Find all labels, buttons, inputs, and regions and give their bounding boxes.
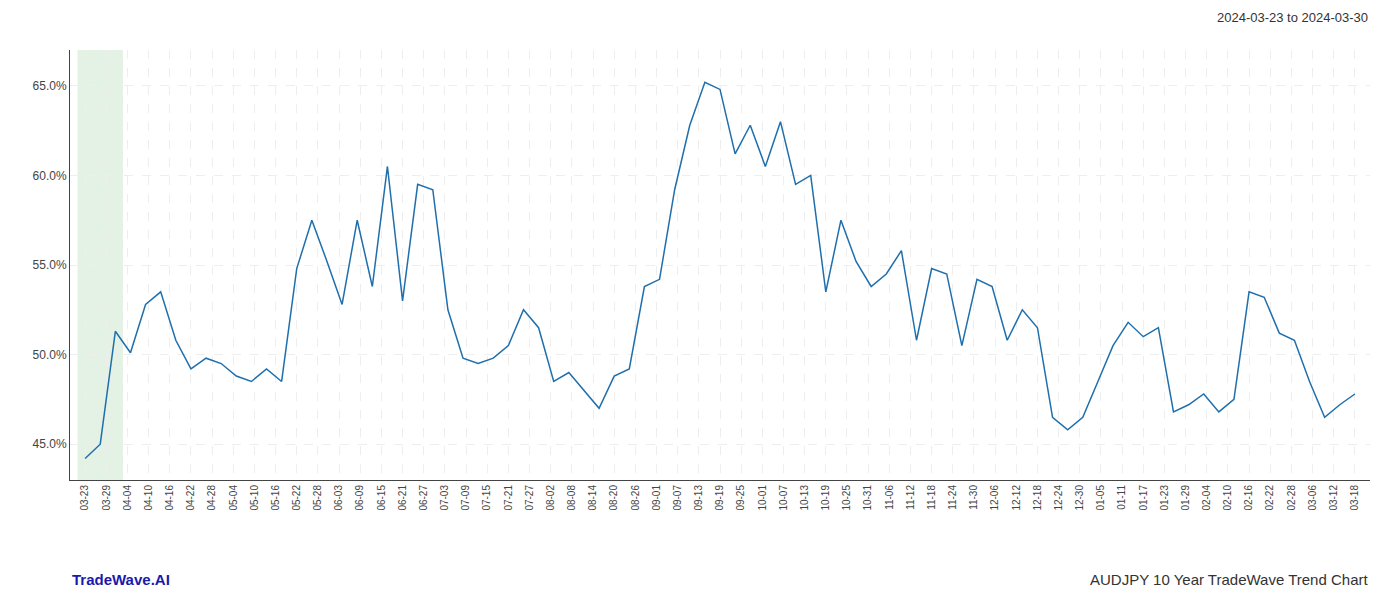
svg-text:01-17: 01-17 xyxy=(1138,485,1149,511)
svg-text:10-19: 10-19 xyxy=(820,485,831,511)
svg-text:60.0%: 60.0% xyxy=(33,169,67,183)
svg-text:TradeWave.AI: TradeWave.AI xyxy=(72,571,170,588)
svg-text:02-04: 02-04 xyxy=(1201,485,1212,511)
svg-text:50.0%: 50.0% xyxy=(33,348,67,362)
svg-text:04-16: 04-16 xyxy=(164,485,175,511)
svg-text:08-14: 08-14 xyxy=(587,485,598,511)
svg-text:11-24: 11-24 xyxy=(947,485,958,510)
svg-text:10-13: 10-13 xyxy=(799,485,810,511)
svg-text:04-28: 04-28 xyxy=(206,485,217,511)
svg-text:09-01: 09-01 xyxy=(651,485,662,511)
svg-text:12-18: 12-18 xyxy=(1032,485,1043,511)
svg-text:03-29: 03-29 xyxy=(101,485,112,511)
svg-text:08-26: 08-26 xyxy=(630,485,641,511)
svg-text:01-29: 01-29 xyxy=(1180,485,1191,511)
svg-text:08-08: 08-08 xyxy=(566,485,577,511)
svg-text:03-06: 03-06 xyxy=(1307,485,1318,511)
svg-text:05-22: 05-22 xyxy=(291,485,302,511)
svg-text:06-15: 06-15 xyxy=(376,485,387,511)
svg-text:12-24: 12-24 xyxy=(1053,485,1064,511)
svg-text:06-03: 06-03 xyxy=(333,485,344,511)
svg-text:09-25: 09-25 xyxy=(735,485,746,511)
svg-text:01-23: 01-23 xyxy=(1159,485,1170,511)
svg-text:03-23: 03-23 xyxy=(79,485,90,511)
svg-text:2024-03-23 to 2024-03-30: 2024-03-23 to 2024-03-30 xyxy=(1217,10,1368,25)
svg-text:12-06: 12-06 xyxy=(989,485,1000,511)
svg-text:05-16: 05-16 xyxy=(270,485,281,511)
svg-text:04-10: 04-10 xyxy=(143,485,154,511)
svg-text:09-19: 09-19 xyxy=(714,485,725,511)
svg-text:02-10: 02-10 xyxy=(1222,485,1233,511)
svg-text:10-25: 10-25 xyxy=(841,485,852,511)
svg-text:06-21: 06-21 xyxy=(397,485,408,511)
svg-text:12-30: 12-30 xyxy=(1074,485,1085,511)
svg-text:02-16: 02-16 xyxy=(1243,485,1254,511)
svg-text:11-30: 11-30 xyxy=(968,485,979,510)
svg-text:12-12: 12-12 xyxy=(1011,485,1022,511)
svg-text:11-06: 11-06 xyxy=(884,485,895,510)
svg-text:10-07: 10-07 xyxy=(778,485,789,511)
svg-text:04-22: 04-22 xyxy=(185,485,196,511)
svg-text:45.0%: 45.0% xyxy=(33,437,67,451)
svg-text:10-31: 10-31 xyxy=(862,485,873,511)
svg-text:03-12: 03-12 xyxy=(1328,485,1339,511)
svg-text:02-28: 02-28 xyxy=(1286,485,1297,511)
svg-text:04-04: 04-04 xyxy=(122,485,133,511)
svg-text:07-27: 07-27 xyxy=(524,485,535,511)
svg-text:08-20: 08-20 xyxy=(608,485,619,511)
svg-text:07-15: 07-15 xyxy=(481,485,492,511)
svg-text:07-03: 07-03 xyxy=(439,485,450,511)
svg-text:01-05: 01-05 xyxy=(1095,485,1106,511)
svg-text:03-18: 03-18 xyxy=(1349,485,1360,511)
svg-text:07-21: 07-21 xyxy=(503,485,514,511)
svg-text:08-02: 08-02 xyxy=(545,485,556,511)
svg-text:11-12: 11-12 xyxy=(905,485,916,510)
svg-text:65.0%: 65.0% xyxy=(33,79,67,93)
svg-text:06-09: 06-09 xyxy=(354,485,365,511)
svg-text:05-28: 05-28 xyxy=(312,485,323,511)
svg-text:10-01: 10-01 xyxy=(757,485,768,511)
svg-text:05-10: 05-10 xyxy=(249,485,260,511)
svg-text:02-22: 02-22 xyxy=(1264,485,1275,511)
svg-text:01-11: 01-11 xyxy=(1116,485,1127,510)
svg-text:AUDJPY 10 Year TradeWave Trend: AUDJPY 10 Year TradeWave Trend Chart xyxy=(1090,571,1368,588)
svg-text:07-09: 07-09 xyxy=(460,485,471,511)
svg-text:06-27: 06-27 xyxy=(418,485,429,511)
svg-text:55.0%: 55.0% xyxy=(33,258,67,272)
svg-text:09-07: 09-07 xyxy=(672,485,683,511)
svg-text:05-04: 05-04 xyxy=(228,485,239,511)
svg-text:09-13: 09-13 xyxy=(693,485,704,511)
svg-text:11-18: 11-18 xyxy=(926,485,937,510)
